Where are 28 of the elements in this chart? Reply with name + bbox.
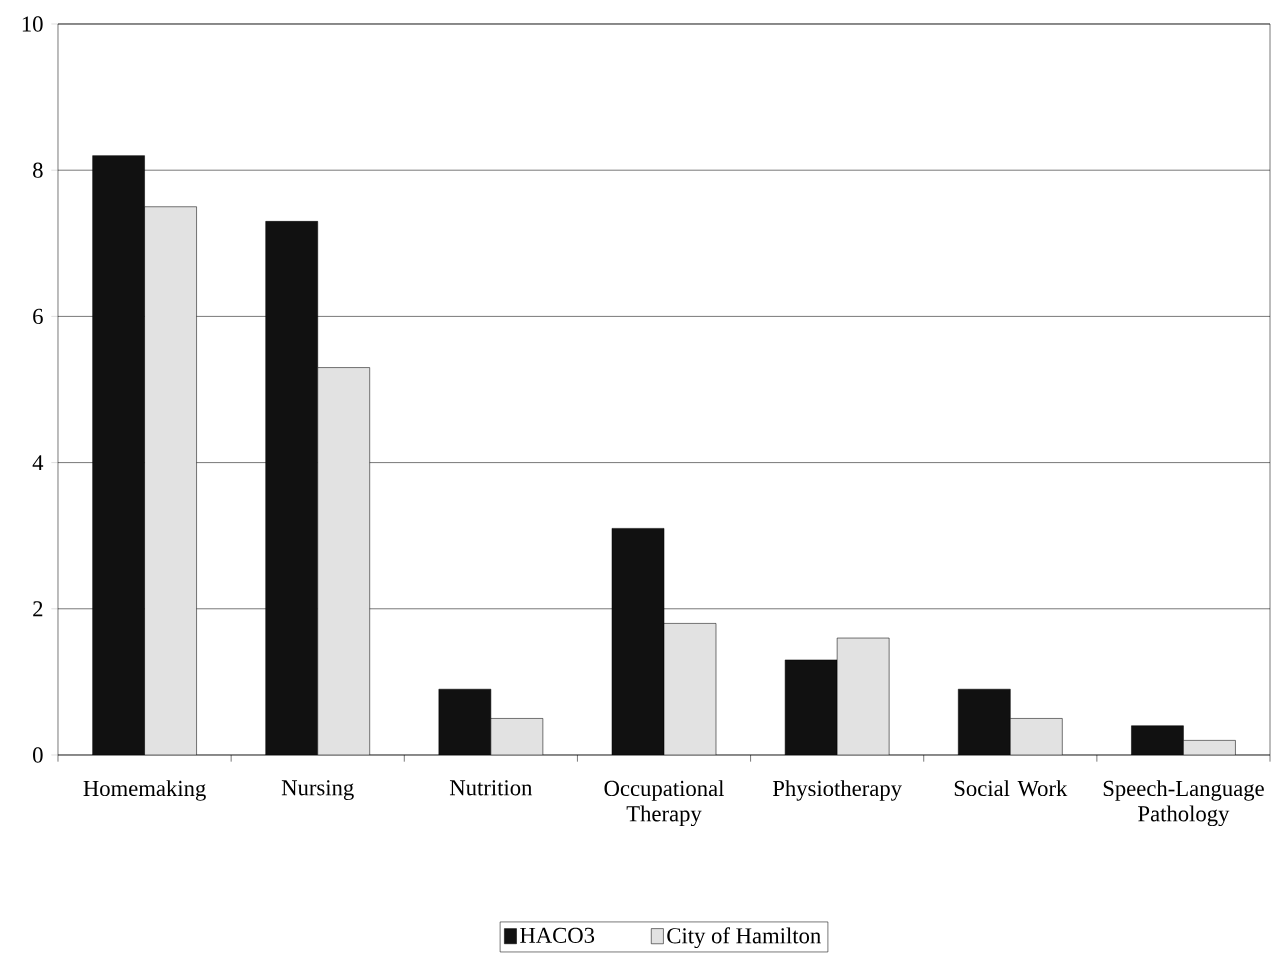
legend-label: HACO3: [520, 927, 595, 943]
y-tick-label: 0: [33, 747, 43, 763]
legend-label: City of Hamilton: [667, 927, 821, 949]
bar: [663, 623, 717, 755]
x-tick-label: Nutrition: [449, 780, 533, 796]
bar: [438, 688, 492, 755]
y-tick-label: 2: [33, 601, 43, 617]
bar: [958, 688, 1011, 755]
y-tick-label: 4: [32, 455, 44, 471]
bar: [836, 637, 890, 755]
bar: [317, 367, 370, 755]
bar: [490, 718, 544, 755]
x-tick-label: Homemaking: [83, 780, 206, 801]
x-tick-label: Occupational Therapy: [604, 780, 724, 827]
x-tick-label: Nursing: [281, 780, 354, 801]
x-tick-label: Physiotherapy: [772, 780, 902, 801]
bar: [144, 206, 197, 755]
bar: [611, 528, 665, 755]
y-tick-label: 6: [33, 308, 43, 325]
bar: [1010, 718, 1063, 755]
bar: [784, 659, 838, 755]
x-tick-label: Speech-Language Pathology: [1103, 780, 1264, 827]
bar: [265, 221, 318, 755]
y-tick-label: 10: [22, 16, 43, 32]
bar: [92, 155, 145, 755]
bar: [1131, 725, 1184, 755]
x-tick-label: Social Work: [954, 780, 1068, 797]
y-tick-label: 8: [33, 162, 43, 178]
